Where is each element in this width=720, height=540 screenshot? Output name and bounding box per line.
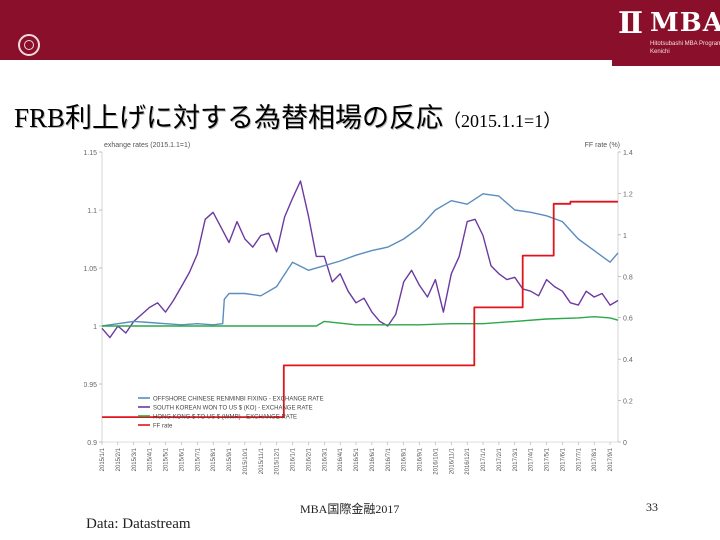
exchange-rate-chart: 1.15 1.1 1.05 1 0.95 0.9 1.4 1.2 1 0.8 0.6 0.4 0.2 0 …: [83, 136, 636, 494]
header-band: [0, 0, 720, 60]
x-tick-label: 2015/7/1: [195, 447, 201, 471]
footer-course: MBA国際金融2017: [300, 502, 400, 516]
right-tick-label: 0.4: [623, 357, 633, 364]
x-tick-label: 2017/9/1: [608, 447, 614, 471]
left-tick-label: 0.95: [84, 382, 97, 389]
logo-subtitle-line1: Hitotsubashi MBA Program: [650, 41, 720, 47]
right-tick-label: 0.6: [623, 316, 633, 323]
right-tick-label: 1.2: [623, 191, 633, 198]
series-line-2: [102, 315, 619, 327]
x-tick-label: 2015/3/1: [132, 447, 138, 471]
x-tick-label: 2015/9/1: [227, 447, 233, 471]
x-tick-labels: 2015/1/1 2015/2/1 2015/3/1 2015/4/1 2015/5/1…: [100, 447, 614, 474]
series-line-3: [102, 200, 618, 419]
x-tick-label: 2015/8/1: [211, 447, 217, 471]
left-tick-label: 0.9: [87, 440, 97, 447]
data-source: Data: Datastream: [86, 516, 191, 532]
x-tick-label: 2016/12/1: [465, 447, 471, 474]
x-tick-label: 2016/5/1: [354, 447, 360, 471]
series-layer: [101, 180, 619, 419]
right-tick-label: 0: [623, 440, 627, 447]
legend-label: SOUTH KOREAN WON TO US $ (KO) - EXCHANGE…: [153, 406, 313, 412]
left-tick-label: 1: [93, 324, 97, 331]
left-tick-label: 1.1: [87, 208, 97, 215]
left-tick-label: 1.15: [84, 150, 97, 157]
x-tick-label: 2016/10/1: [433, 447, 439, 474]
right-axis-label: FF rate (%): [585, 142, 620, 149]
right-tick-label: 1.4: [623, 150, 633, 157]
mba-logo: II MBA Hitotsubashi MBA Program Kenichi: [612, 0, 720, 66]
right-tick-label: 0.2: [623, 399, 633, 406]
left-tick-label: 1.05: [84, 266, 97, 273]
x-tick-label: 2017/2/1: [497, 447, 503, 471]
x-tick-label: 2016/6/1: [370, 447, 376, 471]
x-tick-label: 2016/2/1: [306, 447, 312, 471]
slide-title: FRB利上げに対する為替相場の反応（2015.1.1=1）: [14, 96, 561, 135]
series-line-1: [101, 180, 619, 339]
logo-text: MBA: [650, 8, 720, 38]
x-tick-label: 2015/1/1: [100, 447, 106, 471]
plot-background: [84, 136, 636, 494]
x-tick-label: 2016/3/1: [322, 447, 328, 471]
x-tick-label: 2016/11/1: [449, 447, 455, 474]
axes: 1.15 1.1 1.05 1 0.95 0.9 1.4 1.2 1 0.8 0.6 0.4 0.2 0: [83, 150, 633, 447]
x-tick-label: 2015/5/1: [164, 447, 170, 471]
x-tick-label: 2016/9/1: [418, 447, 424, 471]
x-tick-label: 2017/3/1: [513, 447, 519, 471]
x-tick-label: 2016/4/1: [338, 447, 344, 471]
x-tick-label: 2016/1/1: [291, 447, 297, 471]
right-tick-label: 1: [623, 233, 627, 240]
university-seal-icon: [18, 34, 40, 56]
legend: OFFSHORE CHINESE RENMINBI FIXING - EXCHA…: [138, 397, 324, 430]
logo-mark: II: [618, 6, 643, 41]
x-tick-label: 2015/10/1: [243, 447, 249, 474]
x-tick-label: 2017/7/1: [576, 447, 582, 471]
x-tick-label: 2017/8/1: [592, 447, 598, 471]
x-tick-label: 2017/5/1: [545, 447, 551, 471]
x-tick-label: 2015/2/1: [116, 447, 122, 471]
x-tick-label: 2015/4/1: [148, 447, 154, 471]
x-tick-label: 2017/4/1: [529, 447, 535, 471]
legend-label: FF rate: [153, 424, 173, 430]
x-tick-label: 2017/6/1: [560, 447, 566, 471]
x-tick-label: 2017/1/1: [481, 447, 487, 471]
page-number: 33: [646, 500, 658, 514]
x-tick-label: 2015/12/1: [275, 447, 281, 474]
x-tick-label: 2015/11/1: [259, 447, 265, 474]
x-tick-label: 2016/7/1: [386, 447, 392, 471]
legend-label: HONG KONG $ TO US $ (WMR) - EXCHANGE RAT…: [153, 415, 297, 421]
left-axis-label: exhange rates (2015.1.1=1): [104, 142, 190, 149]
slide-title-main: FRB利上げに対する為替相場の反応: [14, 103, 444, 133]
right-tick-label: 0.8: [623, 274, 633, 281]
logo-subtitle-line2: Kenichi: [650, 49, 670, 55]
slide-title-suffix: （2015.1.1=1）: [443, 111, 562, 131]
chart-svg: 1.151.11.0510.950.91.41.210.80.60.40.20 …: [83, 136, 636, 494]
series-line-0: [101, 193, 619, 327]
x-tick-label: 2016/8/1: [402, 447, 408, 471]
logo-subtitle: Hitotsubashi MBA Program Kenichi: [650, 40, 720, 56]
legend-label: OFFSHORE CHINESE RENMINBI FIXING - EXCHA…: [153, 397, 324, 403]
x-tick-label: 2015/6/1: [179, 447, 185, 471]
